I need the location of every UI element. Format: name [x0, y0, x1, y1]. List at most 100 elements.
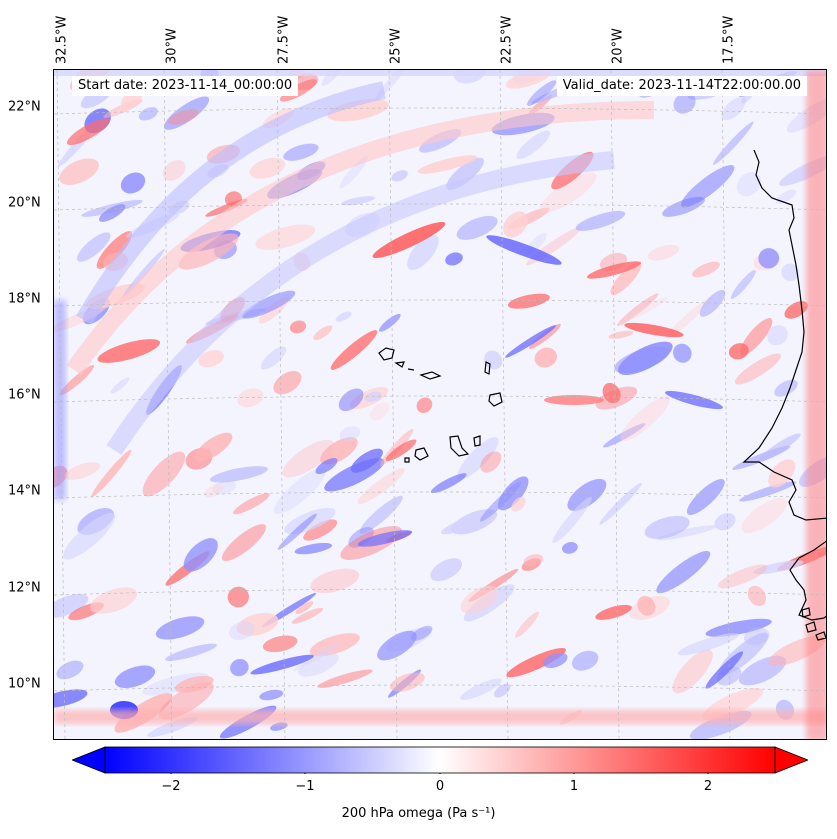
field-blob	[54, 593, 89, 618]
field-blob	[562, 542, 578, 554]
parallel-gridline	[54, 684, 826, 692]
field-blob	[378, 313, 401, 332]
field-blob	[260, 346, 287, 370]
lon-label-17-5w: 17.5°W	[721, 15, 737, 64]
field-blob	[298, 652, 339, 677]
field-blob	[539, 172, 597, 213]
field-blob	[673, 92, 696, 114]
colorbar-extend-min-arrow	[72, 746, 106, 774]
field-blob	[270, 722, 288, 731]
field-blob	[407, 234, 439, 271]
field-feature	[664, 390, 724, 410]
field-blob	[747, 585, 767, 607]
field-blob	[138, 107, 158, 121]
bottom-boundary-band	[54, 710, 826, 724]
field-blob	[142, 451, 186, 497]
field-blob	[480, 451, 502, 473]
field-blob	[359, 495, 403, 534]
parallel-gridline	[54, 299, 826, 307]
field-blob	[303, 519, 338, 541]
field-blob	[552, 496, 592, 544]
field-blob	[168, 109, 199, 125]
field-blob	[416, 397, 433, 413]
meridian-gridline	[276, 70, 286, 739]
field-blob	[714, 512, 736, 531]
field-blob	[341, 196, 376, 206]
field-blob	[259, 689, 284, 701]
field-blob	[250, 654, 314, 675]
field-blob	[730, 269, 756, 299]
field-blob	[377, 630, 417, 661]
field-blob	[273, 467, 327, 515]
island-santa-luzia	[407, 368, 415, 371]
field-blob	[230, 658, 249, 677]
field-blob	[56, 660, 84, 680]
field-blob	[227, 586, 249, 608]
field-blob	[292, 642, 340, 672]
field-blob	[209, 466, 269, 483]
field-blob	[457, 437, 499, 480]
field-blob	[348, 527, 374, 548]
valid-date-label: Valid_date: 2023-11-14T22:00:00.00	[556, 76, 807, 96]
field-blob	[76, 232, 111, 262]
field-blob	[484, 350, 503, 370]
field-blob	[158, 682, 214, 720]
field-blob	[66, 118, 110, 146]
field-blob	[249, 157, 286, 179]
field-blob	[523, 554, 544, 567]
parallel-gridline	[54, 395, 826, 403]
island-fogo	[414, 447, 429, 461]
field-blob	[571, 650, 599, 671]
lat-label-10n: 10°N	[8, 676, 41, 692]
field-blob	[543, 652, 568, 669]
island-boa-vista	[488, 392, 503, 407]
field-blob	[728, 343, 749, 360]
field-blob	[198, 350, 224, 368]
field-blob	[370, 402, 390, 421]
lon-label-30w: 30°W	[164, 28, 180, 64]
field-blob	[59, 158, 99, 185]
colorbar-tick-marks	[170, 773, 709, 774]
colorbar-gradient	[104, 746, 776, 774]
field-blob	[410, 625, 433, 641]
island-sal	[484, 361, 491, 375]
field-blob	[212, 480, 236, 495]
field-blob	[503, 211, 528, 238]
field-blob	[221, 524, 267, 562]
field-blob	[736, 172, 762, 197]
field-blob	[460, 678, 502, 700]
island-brava	[404, 457, 410, 463]
field-blob	[357, 530, 413, 547]
lat-label-12n: 12°N	[8, 580, 41, 596]
field-blob	[255, 224, 316, 250]
field-blob	[494, 683, 511, 698]
field-blob	[705, 651, 744, 689]
field-blob	[283, 143, 319, 161]
field-arc-band	[66, 101, 655, 376]
field-blob	[155, 616, 205, 640]
field-blob	[228, 620, 255, 641]
field-blob	[691, 261, 721, 278]
field-blob	[515, 611, 539, 638]
field-blob	[204, 484, 224, 498]
field-blob	[721, 97, 746, 121]
field-blob	[242, 290, 296, 319]
field-blob	[291, 607, 324, 624]
lon-label-25w: 25°W	[388, 28, 404, 64]
field-blob	[732, 445, 791, 470]
map-panel	[53, 69, 827, 740]
field-blob	[315, 457, 338, 475]
field-blob	[54, 689, 88, 708]
field-blob	[233, 493, 270, 515]
field-blob	[292, 73, 319, 91]
field-blob	[97, 339, 161, 363]
field-blob	[620, 396, 670, 442]
field-blob	[59, 365, 95, 396]
field-blob	[445, 252, 463, 266]
colorbar-tick-minus-1: −1	[295, 779, 315, 794]
field-blob	[753, 560, 804, 575]
field-blob	[534, 347, 557, 368]
field-blob	[391, 170, 408, 182]
island-sao-nicolau	[419, 371, 442, 380]
colorbar-label: 200 hPa omega (Pa s⁻¹)	[341, 806, 496, 821]
